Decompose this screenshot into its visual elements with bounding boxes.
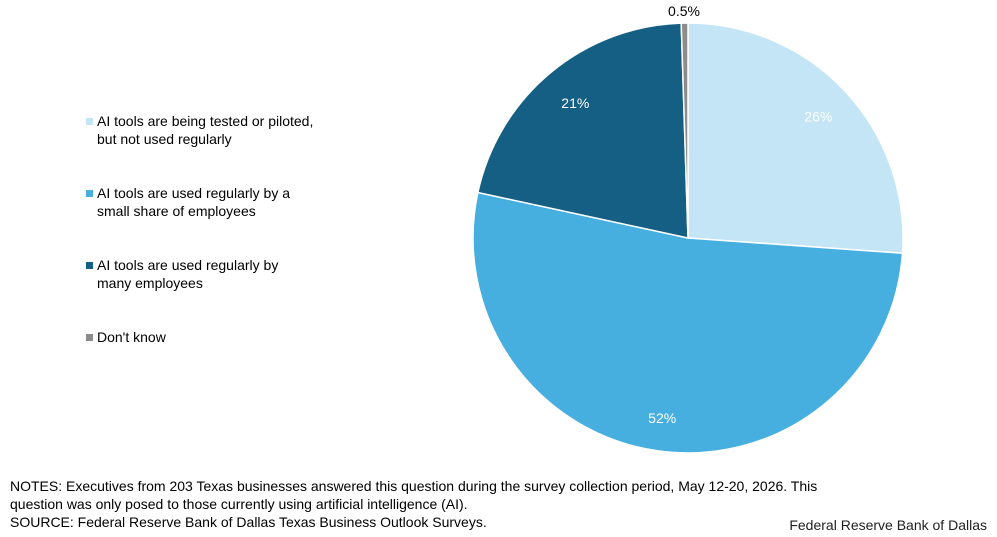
data-label-ai-tools-are-used-regularly-by-a-small-share-of-employees: 52%	[648, 410, 676, 426]
legend-item-ai-tools-are-being-tested-or-piloted-but-not-used-regularly: AI tools are being tested or piloted, but…	[86, 112, 386, 148]
legend-label: small share of employees	[97, 203, 256, 219]
legend-swatch	[86, 190, 93, 197]
legend-label: Don't know	[97, 329, 166, 345]
pie-slices	[472, 22, 904, 454]
chart-notes: NOTES: Executives from 203 Texas busines…	[10, 477, 950, 531]
chart-legend: AI tools are being tested or piloted, but…	[86, 112, 386, 346]
pie-slice-ai-tools-are-used-regularly-by-a-small-share-of-employees	[472, 191, 904, 454]
pie-data-labels: 26% 52% 21% 0.5%	[561, 3, 832, 426]
pie-slice-ai-tools-are-being-tested-or-piloted-but-not-used-regularly	[687, 22, 904, 255]
pie-slice-don-t-know	[680, 22, 689, 239]
notes-line-1: NOTES: Executives from 203 Texas busines…	[10, 478, 818, 494]
notes-line-2: question was only posed to those current…	[10, 496, 468, 512]
source-line: SOURCE: Federal Reserve Bank of Dallas T…	[10, 514, 487, 530]
data-label-don-t-know: 0.5%	[668, 3, 700, 19]
legend-label: AI tools are being tested or piloted,	[97, 113, 314, 129]
legend-label: but not used regularly	[97, 131, 232, 147]
pie-slice-ai-tools-are-used-regularly-by-many-employees	[477, 22, 689, 239]
legend-label: AI tools are used regularly by a	[97, 185, 290, 201]
legend-swatch	[86, 262, 93, 269]
legend-item-don-t-know: Don't know	[86, 328, 386, 346]
legend-swatch	[86, 334, 93, 341]
legend-label: many employees	[97, 275, 203, 291]
data-label-ai-tools-are-used-regularly-by-many-employees: 21%	[561, 95, 589, 111]
legend-item-ai-tools-are-used-regularly-by-a-small-share-of-employees: AI tools are used regularly by a small sh…	[86, 184, 386, 220]
publisher-branding: Federal Reserve Bank of Dallas	[789, 517, 987, 533]
legend-item-ai-tools-are-used-regularly-by-many-employees: AI tools are used regularly by many emplo…	[86, 256, 386, 292]
legend-swatch	[86, 118, 93, 125]
legend-label: AI tools are used regularly by	[97, 257, 279, 273]
data-label-ai-tools-are-being-tested-or-piloted-but-not-used-regularly: 26%	[804, 109, 832, 125]
